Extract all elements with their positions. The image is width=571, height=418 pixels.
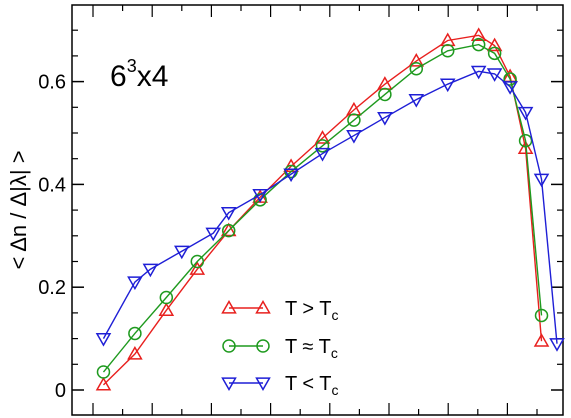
- legend-marker: [222, 339, 236, 353]
- data-point: [189, 261, 206, 275]
- data-point: [127, 346, 143, 360]
- data-point: [533, 173, 550, 188]
- legend-label: T < Tc: [285, 373, 339, 398]
- data-point: [346, 129, 362, 144]
- data-point: [378, 87, 392, 102]
- data-point: [314, 147, 331, 162]
- y-tick-label: 0.4: [38, 174, 66, 196]
- y-axis-ticks: 0 0.2 0.4 0.6: [38, 29, 563, 402]
- series-line: [102, 70, 558, 344]
- data-point: [95, 376, 112, 391]
- data-point: [96, 365, 111, 379]
- data-point: [534, 308, 549, 323]
- data-point: [549, 338, 565, 352]
- data-point: [190, 254, 205, 269]
- series-line: [102, 43, 543, 373]
- data-point: [408, 93, 425, 108]
- data-point: [470, 27, 487, 41]
- lattice-size-suffix: x4: [137, 60, 169, 93]
- data-point: [486, 68, 503, 82]
- data-point: [533, 333, 550, 347]
- legend-marker: [255, 299, 271, 314]
- data-point: [128, 326, 142, 341]
- y-axis-label: < Δn / Δ|λ| >: [6, 150, 31, 269]
- data-point: [174, 245, 190, 260]
- series-layer: [95, 27, 565, 391]
- y-tick-label: 0.6: [38, 72, 66, 94]
- data-point: [409, 62, 424, 76]
- data-point: [205, 227, 222, 242]
- data-point: [377, 111, 393, 126]
- data-point: [253, 193, 267, 207]
- data-point: [487, 46, 502, 61]
- data-point: [220, 222, 237, 237]
- data-point: [439, 78, 456, 93]
- lattice-size-base: 6: [110, 60, 127, 93]
- data-point: [158, 302, 175, 316]
- data-point: [408, 53, 425, 67]
- y-tick-label: 0: [55, 380, 66, 402]
- data-point: [159, 290, 174, 305]
- data-point: [252, 189, 268, 203]
- lattice-size-exponent: 3: [127, 56, 137, 76]
- data-point: [315, 139, 330, 153]
- lattice-size-annotation: 63x4: [110, 56, 168, 93]
- series-2: [95, 65, 565, 352]
- data-point: [142, 263, 159, 278]
- y-tick-label: 0.2: [38, 277, 66, 299]
- data-point: [517, 140, 534, 155]
- data-point: [518, 133, 533, 148]
- series-line: [102, 34, 543, 386]
- legend-marker: [221, 377, 237, 392]
- legend-entry: T < Tc: [221, 373, 339, 398]
- legend-entry: T > Tc: [221, 298, 339, 323]
- series-1: [96, 37, 549, 379]
- legend-label: T ≈ Tc: [285, 336, 338, 361]
- data-point: [517, 106, 534, 121]
- data-point: [127, 276, 143, 291]
- data-point: [486, 37, 503, 52]
- data-point: [470, 65, 487, 80]
- legend-entry: T ≈ Tc: [222, 336, 338, 361]
- data-point: [502, 81, 518, 95]
- legend-marker: [221, 299, 237, 314]
- legend-marker: [256, 339, 270, 353]
- data-point: [347, 113, 361, 127]
- data-point: [314, 130, 331, 144]
- data-point: [283, 168, 299, 183]
- legend: T > Tc T ≈ Tc T < Tc: [221, 298, 339, 398]
- data-point: [95, 332, 112, 347]
- legend-label: T > Tc: [285, 298, 339, 323]
- x-axis-ticks: [92, 5, 538, 415]
- data-point: [471, 37, 486, 52]
- legend-marker: [255, 377, 271, 392]
- data-point: [221, 223, 236, 238]
- data-point: [220, 207, 237, 221]
- data-point: [440, 44, 455, 58]
- data-point: [503, 72, 517, 86]
